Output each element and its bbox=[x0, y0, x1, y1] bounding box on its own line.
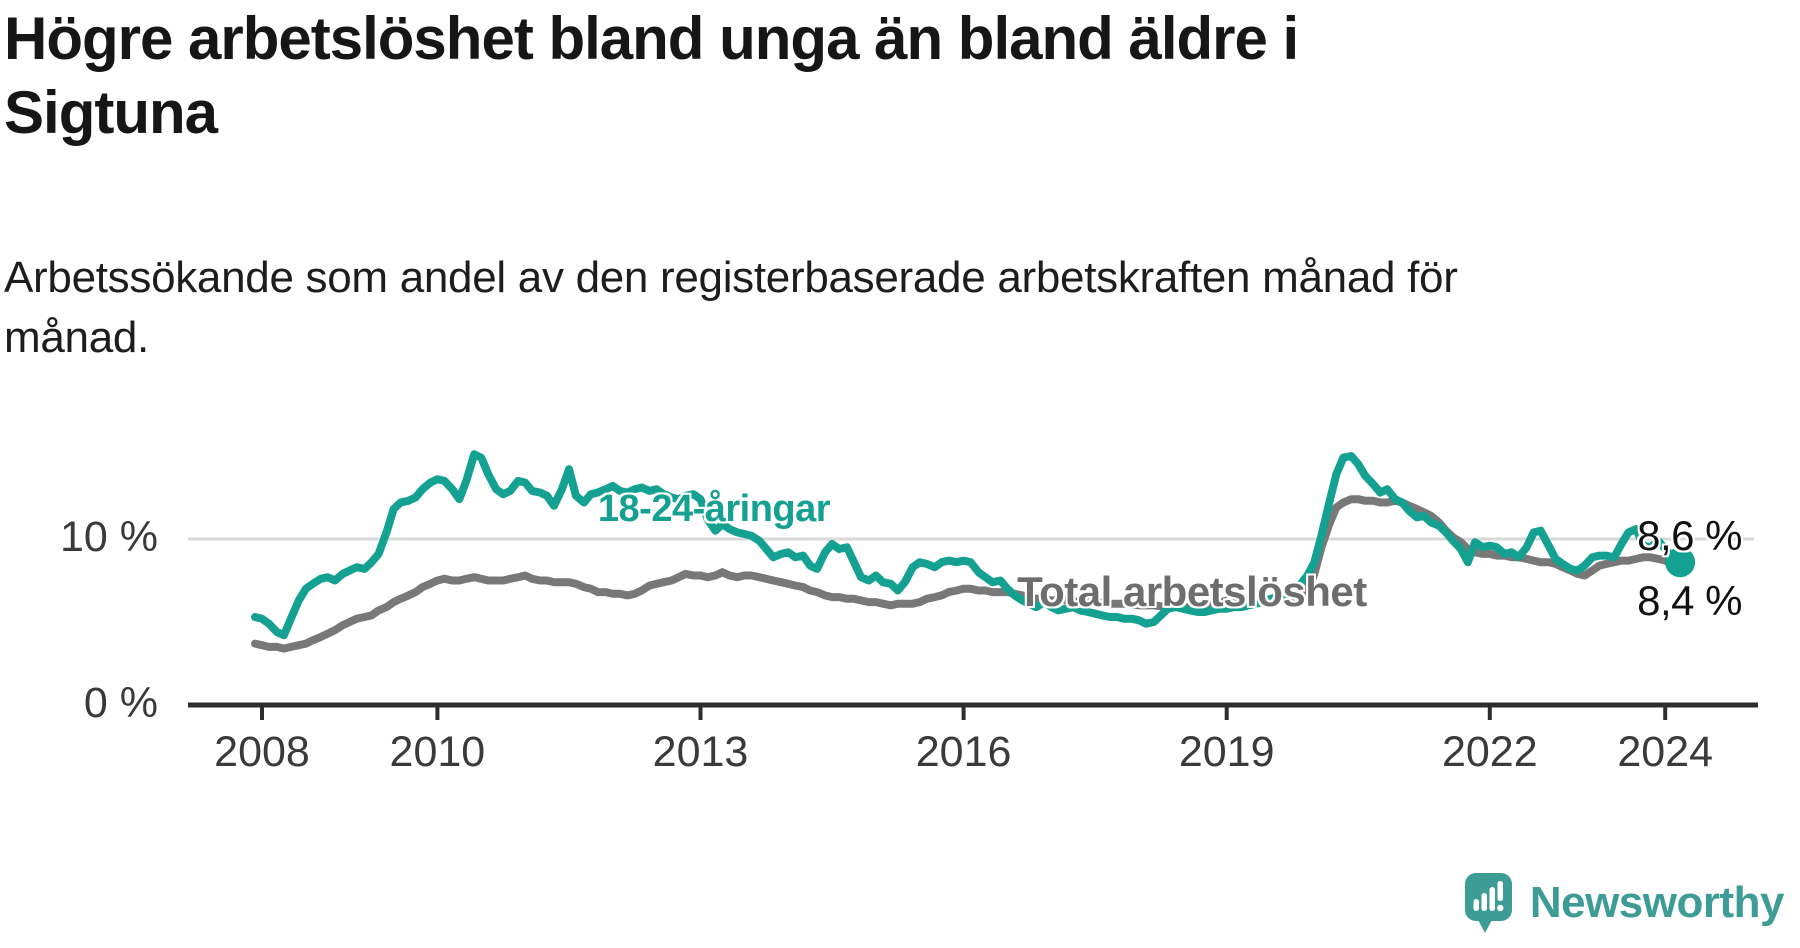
x-axis-label: 2013 bbox=[652, 728, 749, 776]
y-axis-label: 0 % bbox=[83, 679, 158, 727]
end-label-young: 8,6 % bbox=[1637, 512, 1743, 560]
brand-footer: Newsworthy bbox=[1464, 872, 1785, 934]
series-line bbox=[251, 450, 1685, 640]
title-line-1: Högre arbetslöshet bland unga än bland ä… bbox=[4, 5, 1299, 72]
series-line bbox=[251, 495, 1685, 653]
x-axis-label: 2010 bbox=[389, 728, 486, 776]
page-title: Högre arbetslöshet bland unga än bland ä… bbox=[4, 2, 1764, 150]
x-axis-label: 2019 bbox=[1178, 728, 1275, 776]
series-end-dot bbox=[1665, 547, 1696, 578]
x-axis-label: 2008 bbox=[214, 728, 310, 776]
series-label-young: 18-24-åringar bbox=[597, 487, 831, 530]
series-label-total: Total arbetslöshet bbox=[1017, 568, 1367, 616]
y-axis-label: 10 % bbox=[59, 513, 158, 561]
x-axis-label: 2022 bbox=[1441, 728, 1538, 776]
x-axis-label: 2024 bbox=[1617, 728, 1714, 776]
chart-subtitle: Arbetssökande som andel av den registerb… bbox=[4, 248, 1764, 368]
brand-name: Newsworthy bbox=[1529, 878, 1785, 927]
x-axis-label: 2016 bbox=[915, 728, 1012, 776]
subtitle-line-1: Arbetssökande som andel av den registerb… bbox=[4, 253, 1458, 302]
end-label-total: 8,4 % bbox=[1637, 577, 1743, 625]
subtitle-line-2: månad. bbox=[4, 313, 149, 362]
title-line-2: Sigtuna bbox=[4, 79, 218, 146]
newsworthy-logo-icon bbox=[1464, 873, 1512, 933]
